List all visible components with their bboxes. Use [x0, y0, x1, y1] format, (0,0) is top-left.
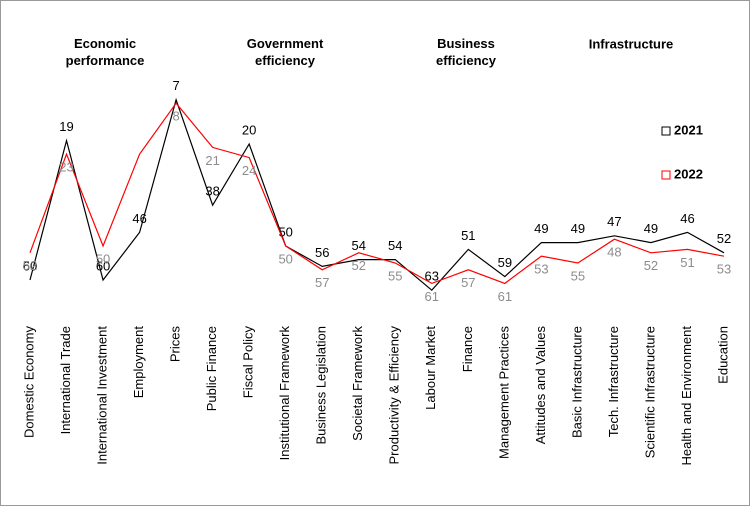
x-tick-label: Fiscal Policy [241, 326, 256, 399]
x-tick-label: Attitudes and Values [533, 326, 548, 445]
data-label: 51 [680, 255, 694, 270]
x-tick-label: Finance [460, 326, 475, 372]
data-label: 53 [534, 262, 548, 277]
data-label: 57 [315, 275, 329, 290]
data-label: 50 [96, 251, 110, 266]
x-tick-label: Business Legislation [314, 326, 329, 445]
x-tick-label: International Investment [94, 326, 109, 465]
data-label: 19 [59, 119, 73, 134]
data-label: 61 [498, 289, 512, 304]
data-label: 24 [242, 163, 256, 178]
x-tick-label: International Trade [58, 326, 73, 434]
data-label: 46 [680, 211, 694, 226]
x-tick-label: Public Finance [204, 326, 219, 411]
data-label: 49 [534, 221, 548, 236]
x-tick-label: Labour Market [423, 326, 438, 410]
group-title: Infrastructure [589, 36, 674, 51]
data-label: 60 [23, 258, 37, 273]
data-label: 23 [59, 160, 73, 175]
x-tick-label: Societal Framework [350, 326, 365, 441]
legend-swatch [661, 170, 671, 180]
x-tick-label: Tech. Infrastructure [606, 326, 621, 437]
x-tick-label: Productivity & Efficiency [387, 326, 402, 465]
data-label: 49 [644, 221, 658, 236]
data-label: 52 [352, 258, 366, 273]
data-label: 54 [352, 238, 366, 253]
x-tick-label: Management Practices [496, 326, 511, 459]
data-label: 49 [571, 221, 585, 236]
data-label: 51 [461, 228, 475, 243]
group-title: Economic performance [66, 36, 145, 68]
x-tick-label: Employment [131, 326, 146, 399]
data-label: 47 [607, 214, 621, 229]
x-tick-label: Health and Environment [679, 326, 694, 466]
x-tick-label: Institutional Framework [277, 326, 292, 461]
data-label: 38 [205, 184, 219, 199]
legend-swatch [661, 126, 671, 136]
data-label: 52 [23, 258, 37, 273]
data-label: 56 [315, 245, 329, 260]
group-title: Business efficiency [436, 36, 497, 68]
series-line [29, 97, 725, 292]
data-label: 57 [461, 275, 475, 290]
x-tick-label: Education [715, 326, 730, 384]
x-tick-label: Scientific Infrastructure [642, 326, 657, 458]
group-title: Government efficiency [247, 36, 324, 68]
data-label: 21 [205, 153, 219, 168]
data-label: 8 [172, 109, 179, 124]
x-tick-label: Domestic Economy [21, 326, 36, 438]
data-label: 55 [571, 268, 585, 283]
data-label: 54 [388, 238, 402, 253]
legend-label: 2021 [674, 122, 703, 137]
data-label: 50 [278, 224, 292, 239]
data-label: 55 [388, 268, 402, 283]
x-tick-label: Basic Infrastructure [569, 326, 584, 438]
data-label: 63 [425, 269, 439, 284]
data-label: 7 [172, 78, 179, 93]
data-label: 53 [717, 262, 731, 277]
data-label: 59 [498, 255, 512, 270]
data-label: 50 [278, 251, 292, 266]
data-label: 20 [242, 122, 256, 137]
data-label: 61 [425, 289, 439, 304]
data-label: 52 [644, 258, 658, 273]
data-label: 60 [96, 258, 110, 273]
legend-label: 2022 [674, 166, 703, 181]
data-label: 48 [607, 245, 621, 260]
x-tick-label: Prices [168, 326, 183, 363]
data-label: 46 [132, 211, 146, 226]
data-label: 52 [717, 231, 731, 246]
series-line [29, 102, 725, 285]
